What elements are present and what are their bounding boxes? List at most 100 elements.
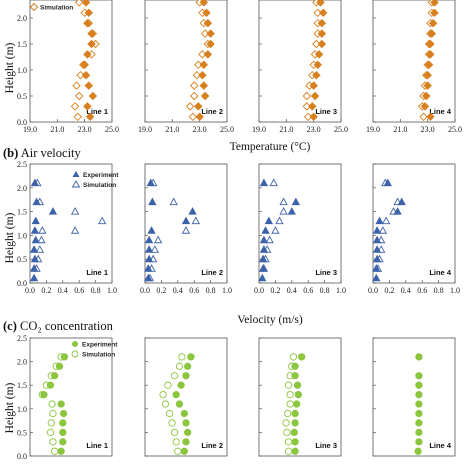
y-tick-label: 0.0 xyxy=(17,118,27,127)
velocity-panel-frame xyxy=(29,163,113,284)
x-tick-label: 25.0 xyxy=(334,125,348,134)
velocity-section-title: (b) Air velocity xyxy=(3,146,82,160)
experiment-point xyxy=(291,362,299,370)
experiment-point xyxy=(183,428,192,437)
x-tick-label: 0.6 xyxy=(417,286,427,295)
experiment-legend-marker xyxy=(72,341,78,347)
experiment-point xyxy=(199,81,209,90)
y-tick-label: 0.5 xyxy=(17,428,27,437)
experiment-point xyxy=(264,216,273,225)
x-tick-label: 0.8 xyxy=(320,286,330,295)
experiment-point xyxy=(372,273,381,282)
simulation-point xyxy=(159,390,167,399)
experiment-point xyxy=(182,372,190,380)
simulation-point xyxy=(419,112,428,122)
x-tick-label: 0.0 xyxy=(254,286,264,295)
experiment-point xyxy=(84,8,94,18)
simulation-point xyxy=(279,207,288,215)
x-tick-label: 0.6 xyxy=(74,286,84,295)
experiment-point xyxy=(206,39,215,49)
x-tick-label: 23.0 xyxy=(421,125,435,134)
simulation-point xyxy=(313,8,323,18)
velocity-panel-frame xyxy=(144,163,228,284)
experiment-point xyxy=(309,112,318,122)
y-tick-label: 2.5 xyxy=(17,160,27,169)
simulation-point xyxy=(192,70,202,80)
temperature-xlabel: Temperature (°C) xyxy=(230,141,311,153)
experiment-point xyxy=(182,419,190,427)
experiment-legend-marker xyxy=(72,171,80,177)
experiment-point xyxy=(372,235,382,244)
simulation-point xyxy=(175,362,184,370)
experiment-point xyxy=(428,18,438,28)
simulation-point xyxy=(289,353,298,361)
co2-legend: Experiment Simulation xyxy=(71,341,118,359)
simulation-point xyxy=(76,70,85,80)
x-tick-label: 0.8 xyxy=(434,286,444,295)
experiment-point xyxy=(308,102,317,111)
simulation-legend-label: Simulation xyxy=(83,182,116,189)
experiment-point xyxy=(426,50,435,59)
temperature-panel-frame xyxy=(258,0,342,123)
experiment-point xyxy=(415,372,423,380)
simulation-point xyxy=(153,235,163,244)
experiment-point xyxy=(83,102,92,111)
x-tick-label: 23.0 xyxy=(307,125,321,134)
experiment-point xyxy=(415,409,423,418)
simulation-point xyxy=(168,419,176,427)
experiment-point xyxy=(144,264,153,272)
experiment-point xyxy=(59,438,67,446)
simulation-point xyxy=(170,372,179,380)
co2-section-title: (c) CO₂ concentration xyxy=(3,319,114,333)
simulation-point xyxy=(269,178,278,187)
experiment-point xyxy=(83,50,92,59)
experiment-point xyxy=(310,91,320,101)
experiment-point xyxy=(180,409,189,418)
experiment-point xyxy=(187,353,195,361)
experiment-point xyxy=(415,438,423,446)
experiment-point xyxy=(309,81,318,90)
simulation-point xyxy=(284,447,293,455)
experiment-point xyxy=(59,409,68,418)
simulation-legend-marker xyxy=(71,350,79,358)
simulation-point xyxy=(284,409,292,418)
temperature-panel-frame xyxy=(144,0,228,123)
simulation-point xyxy=(35,245,44,253)
experiment-point xyxy=(293,381,302,389)
panel-line-label: Line 1 xyxy=(86,441,108,450)
simulation-point xyxy=(302,102,312,111)
simulation-point xyxy=(70,207,80,215)
x-tick-label: 1.0 xyxy=(222,286,232,295)
experiment-point xyxy=(414,447,422,455)
experiment-point xyxy=(415,419,423,427)
simulation-point xyxy=(191,216,200,225)
experiment-point xyxy=(147,226,156,234)
y-tick-label: 0.5 xyxy=(17,255,27,264)
y-tick-label: 2.5 xyxy=(17,334,27,343)
x-tick-label: 0.0 xyxy=(140,286,150,295)
experiment-point xyxy=(291,372,299,380)
experiment-point xyxy=(423,81,432,90)
simulation-point xyxy=(74,0,84,7)
y-tick-label: 0.0 xyxy=(17,452,27,461)
experiment-point xyxy=(430,0,439,7)
x-tick-label: 0.2 xyxy=(41,286,51,295)
experiment-point xyxy=(55,362,64,370)
simulation-point xyxy=(286,390,294,399)
x-tick-label: 21.0 xyxy=(50,125,64,134)
simulation-legend-marker xyxy=(71,180,81,188)
x-tick-label: 0.4 xyxy=(287,286,297,295)
simulation-point xyxy=(200,29,210,38)
simulation-point xyxy=(178,353,186,361)
simulation-point xyxy=(302,91,312,101)
simulation-point xyxy=(38,226,47,234)
simulation-point xyxy=(70,226,80,234)
simulation-point xyxy=(46,428,55,437)
experiment-point xyxy=(293,400,301,408)
x-tick-label: 1.0 xyxy=(107,286,117,295)
experiment-point xyxy=(83,18,92,28)
simulation-point xyxy=(185,102,195,111)
temperature-panel-frame xyxy=(29,0,113,123)
simulation-point xyxy=(74,91,84,101)
